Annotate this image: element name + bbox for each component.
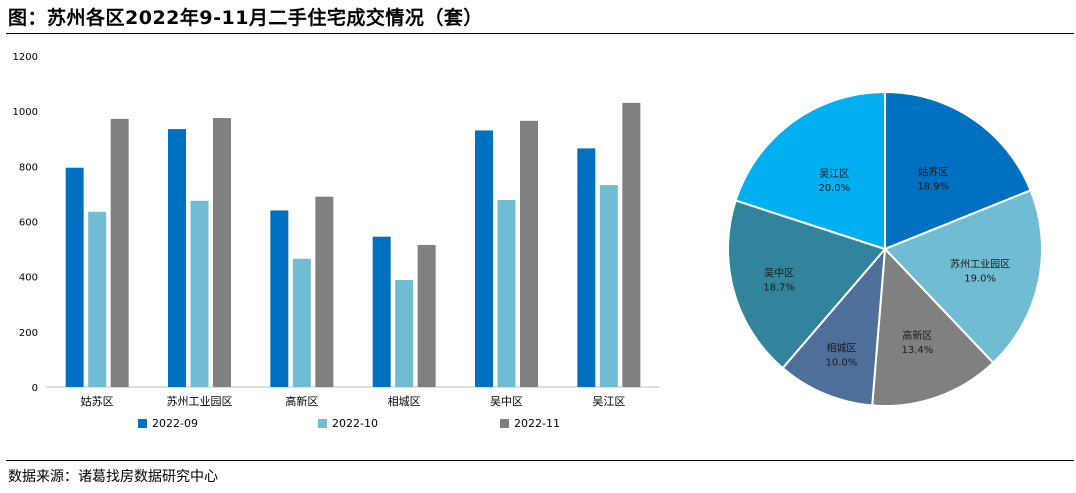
pie-slice-name: 姑苏区 — [918, 165, 948, 178]
x-category-label: 高新区 — [285, 394, 318, 408]
bar-2022-10-苏州工业园区 — [190, 200, 209, 387]
bar-2022-10-吴中区 — [497, 199, 516, 387]
bar-2022-10-高新区 — [292, 258, 311, 387]
pie-slice-percent: 10.0% — [826, 357, 858, 368]
legend-swatch — [318, 419, 327, 428]
y-tick-label: 0 — [32, 383, 38, 394]
x-category-label: 姑苏区 — [81, 395, 114, 408]
bar-2022-10-相城区 — [395, 279, 414, 387]
bar-2022-09-姑苏区 — [65, 167, 84, 387]
legend-label: 2022-09 — [152, 417, 198, 430]
bar-2022-11-苏州工业园区 — [213, 118, 231, 387]
bar-2022-09-高新区 — [270, 210, 289, 387]
legend-swatch — [138, 419, 147, 428]
bar-2022-10-姑苏区 — [88, 211, 107, 387]
bar-2022-11-相城区 — [417, 244, 436, 387]
legend-label: 2022-10 — [332, 417, 378, 430]
pie-slice-percent: 18.7% — [763, 283, 795, 294]
pie-slice-name: 高新区 — [902, 329, 932, 342]
y-tick-label: 200 — [19, 328, 38, 339]
pie-slice-name: 吴江区 — [819, 168, 849, 180]
title-divider — [6, 33, 1074, 34]
data-source-note: 数据来源：诸葛找房数据研究中心 — [8, 469, 218, 485]
x-category-label: 吴中区 — [490, 395, 523, 408]
bar-2022-09-吴中区 — [475, 130, 493, 387]
pie-slice-name: 吴中区 — [764, 267, 794, 280]
pie-slice-吴江区 — [734, 90, 886, 251]
bar-2022-09-吴江区 — [577, 148, 596, 387]
bar-2022-11-吴中区 — [520, 120, 538, 387]
y-tick-label: 600 — [19, 218, 38, 229]
pie-slice-percent: 13.4% — [902, 345, 934, 356]
bar-2022-10-吴江区 — [599, 185, 618, 387]
bar-2022-11-高新区 — [315, 196, 334, 387]
source-divider — [6, 460, 1074, 461]
pie-slice-name: 苏州工业园区 — [950, 258, 1010, 271]
pie-slice-percent: 20.0% — [818, 183, 850, 194]
x-category-label: 吴江区 — [592, 395, 625, 408]
bar-2022-11-吴江区 — [622, 102, 641, 388]
x-category-label: 相城区 — [388, 395, 421, 408]
pie-slice-吴中区 — [727, 199, 887, 370]
pie-slice-name: 相城区 — [826, 341, 856, 354]
y-tick-label: 1000 — [13, 107, 38, 118]
legend-swatch — [500, 419, 509, 428]
bar-chart: 0 200 400 600 800 1000 1200 姑苏区 苏州工业园区 高新区 相城区 吴中区 吴… — [13, 52, 660, 430]
bar-2022-09-苏州工业园区 — [168, 129, 186, 388]
bar-2022-09-相城区 — [372, 236, 391, 387]
chart-canvas: 020040060080010001200姑苏区 苏州工业园区 高新区 相城区 吴中区吴… — [13, 52, 1043, 430]
pie-slice-苏州工业园区 — [883, 188, 1043, 365]
pie-slice-姑苏区 — [884, 90, 1032, 251]
pie-chart: 姑苏区 18.9% 苏州工业园区 19.0% 高新区 13.4% 相城区 10.0% 吴中区 18… — [727, 90, 1043, 407]
pie-slice-高新区 — [871, 246, 995, 407]
bar-2022-11-姑苏区 — [110, 118, 129, 387]
pie-slice-相城区 — [781, 246, 887, 407]
y-tick-label: 1200 — [13, 52, 38, 63]
pie-slice-percent: 19.0% — [964, 274, 996, 285]
legend-label: 2022-11 — [514, 417, 560, 430]
pie-slice-percent: 18.9% — [917, 181, 949, 192]
y-tick-label: 800 — [19, 162, 38, 173]
y-tick-label: 400 — [19, 273, 38, 284]
page-title: 图：苏州各区2022年9-11月二手住宅成交情况（套） — [8, 7, 483, 29]
x-category-label: 苏州工业园区 — [167, 395, 233, 408]
